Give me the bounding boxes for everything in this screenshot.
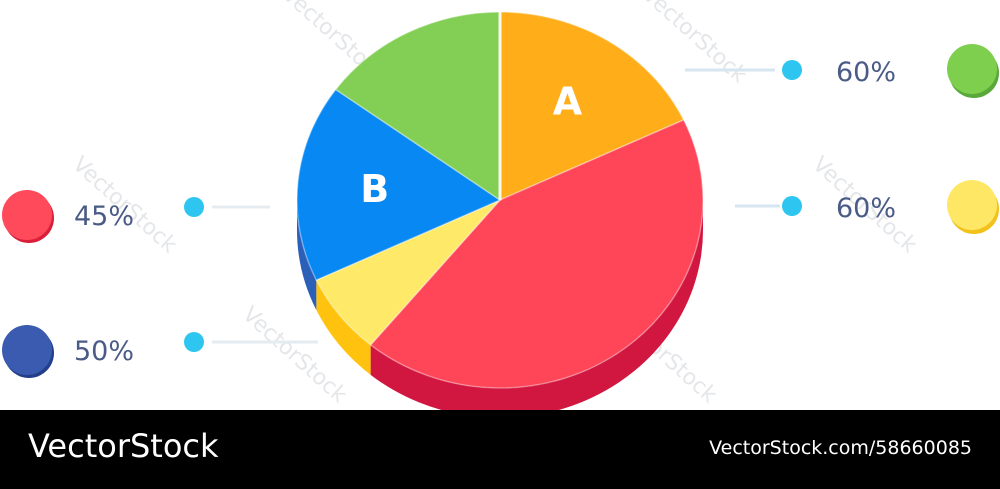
pie-slice-3	[315, 199, 501, 346]
pie-slice-2	[369, 118, 704, 389]
slice-label-a: A	[553, 80, 583, 124]
footer-credit: VectorStock.com/58660085	[709, 437, 972, 459]
legend-value: 45%	[74, 201, 134, 232]
pie-slice-side-3	[316, 280, 371, 375]
legend-dot	[782, 60, 802, 80]
legend-swatch	[2, 190, 52, 240]
pie-top-layer: AB	[296, 11, 704, 389]
pie-slice-5	[334, 11, 501, 202]
legend-swatch	[947, 44, 997, 94]
legend-dot	[184, 332, 204, 352]
footer-brand: VectorStock	[28, 427, 219, 465]
watermark-text: VectorStock	[637, 0, 751, 88]
pie-slice-1	[499, 11, 685, 202]
pie-side-layer	[297, 200, 703, 410]
legend-value: 60%	[836, 193, 896, 224]
footer-bar: VectorStock VectorStock.com/58660085	[0, 410, 1000, 489]
pie-slice-4	[296, 88, 502, 282]
legend-value: 60%	[836, 57, 896, 88]
legend-swatch	[947, 180, 997, 230]
legend: 60% 60% 45% 50%	[2, 44, 999, 378]
pie-slice-side-2	[370, 200, 703, 410]
legend-value: 50%	[74, 336, 134, 367]
legend-dot	[184, 197, 204, 217]
slice-label-b: B	[360, 167, 389, 211]
legend-dot	[782, 196, 802, 216]
legend-swatch	[2, 325, 52, 375]
pie-slice-side-4	[297, 200, 317, 311]
